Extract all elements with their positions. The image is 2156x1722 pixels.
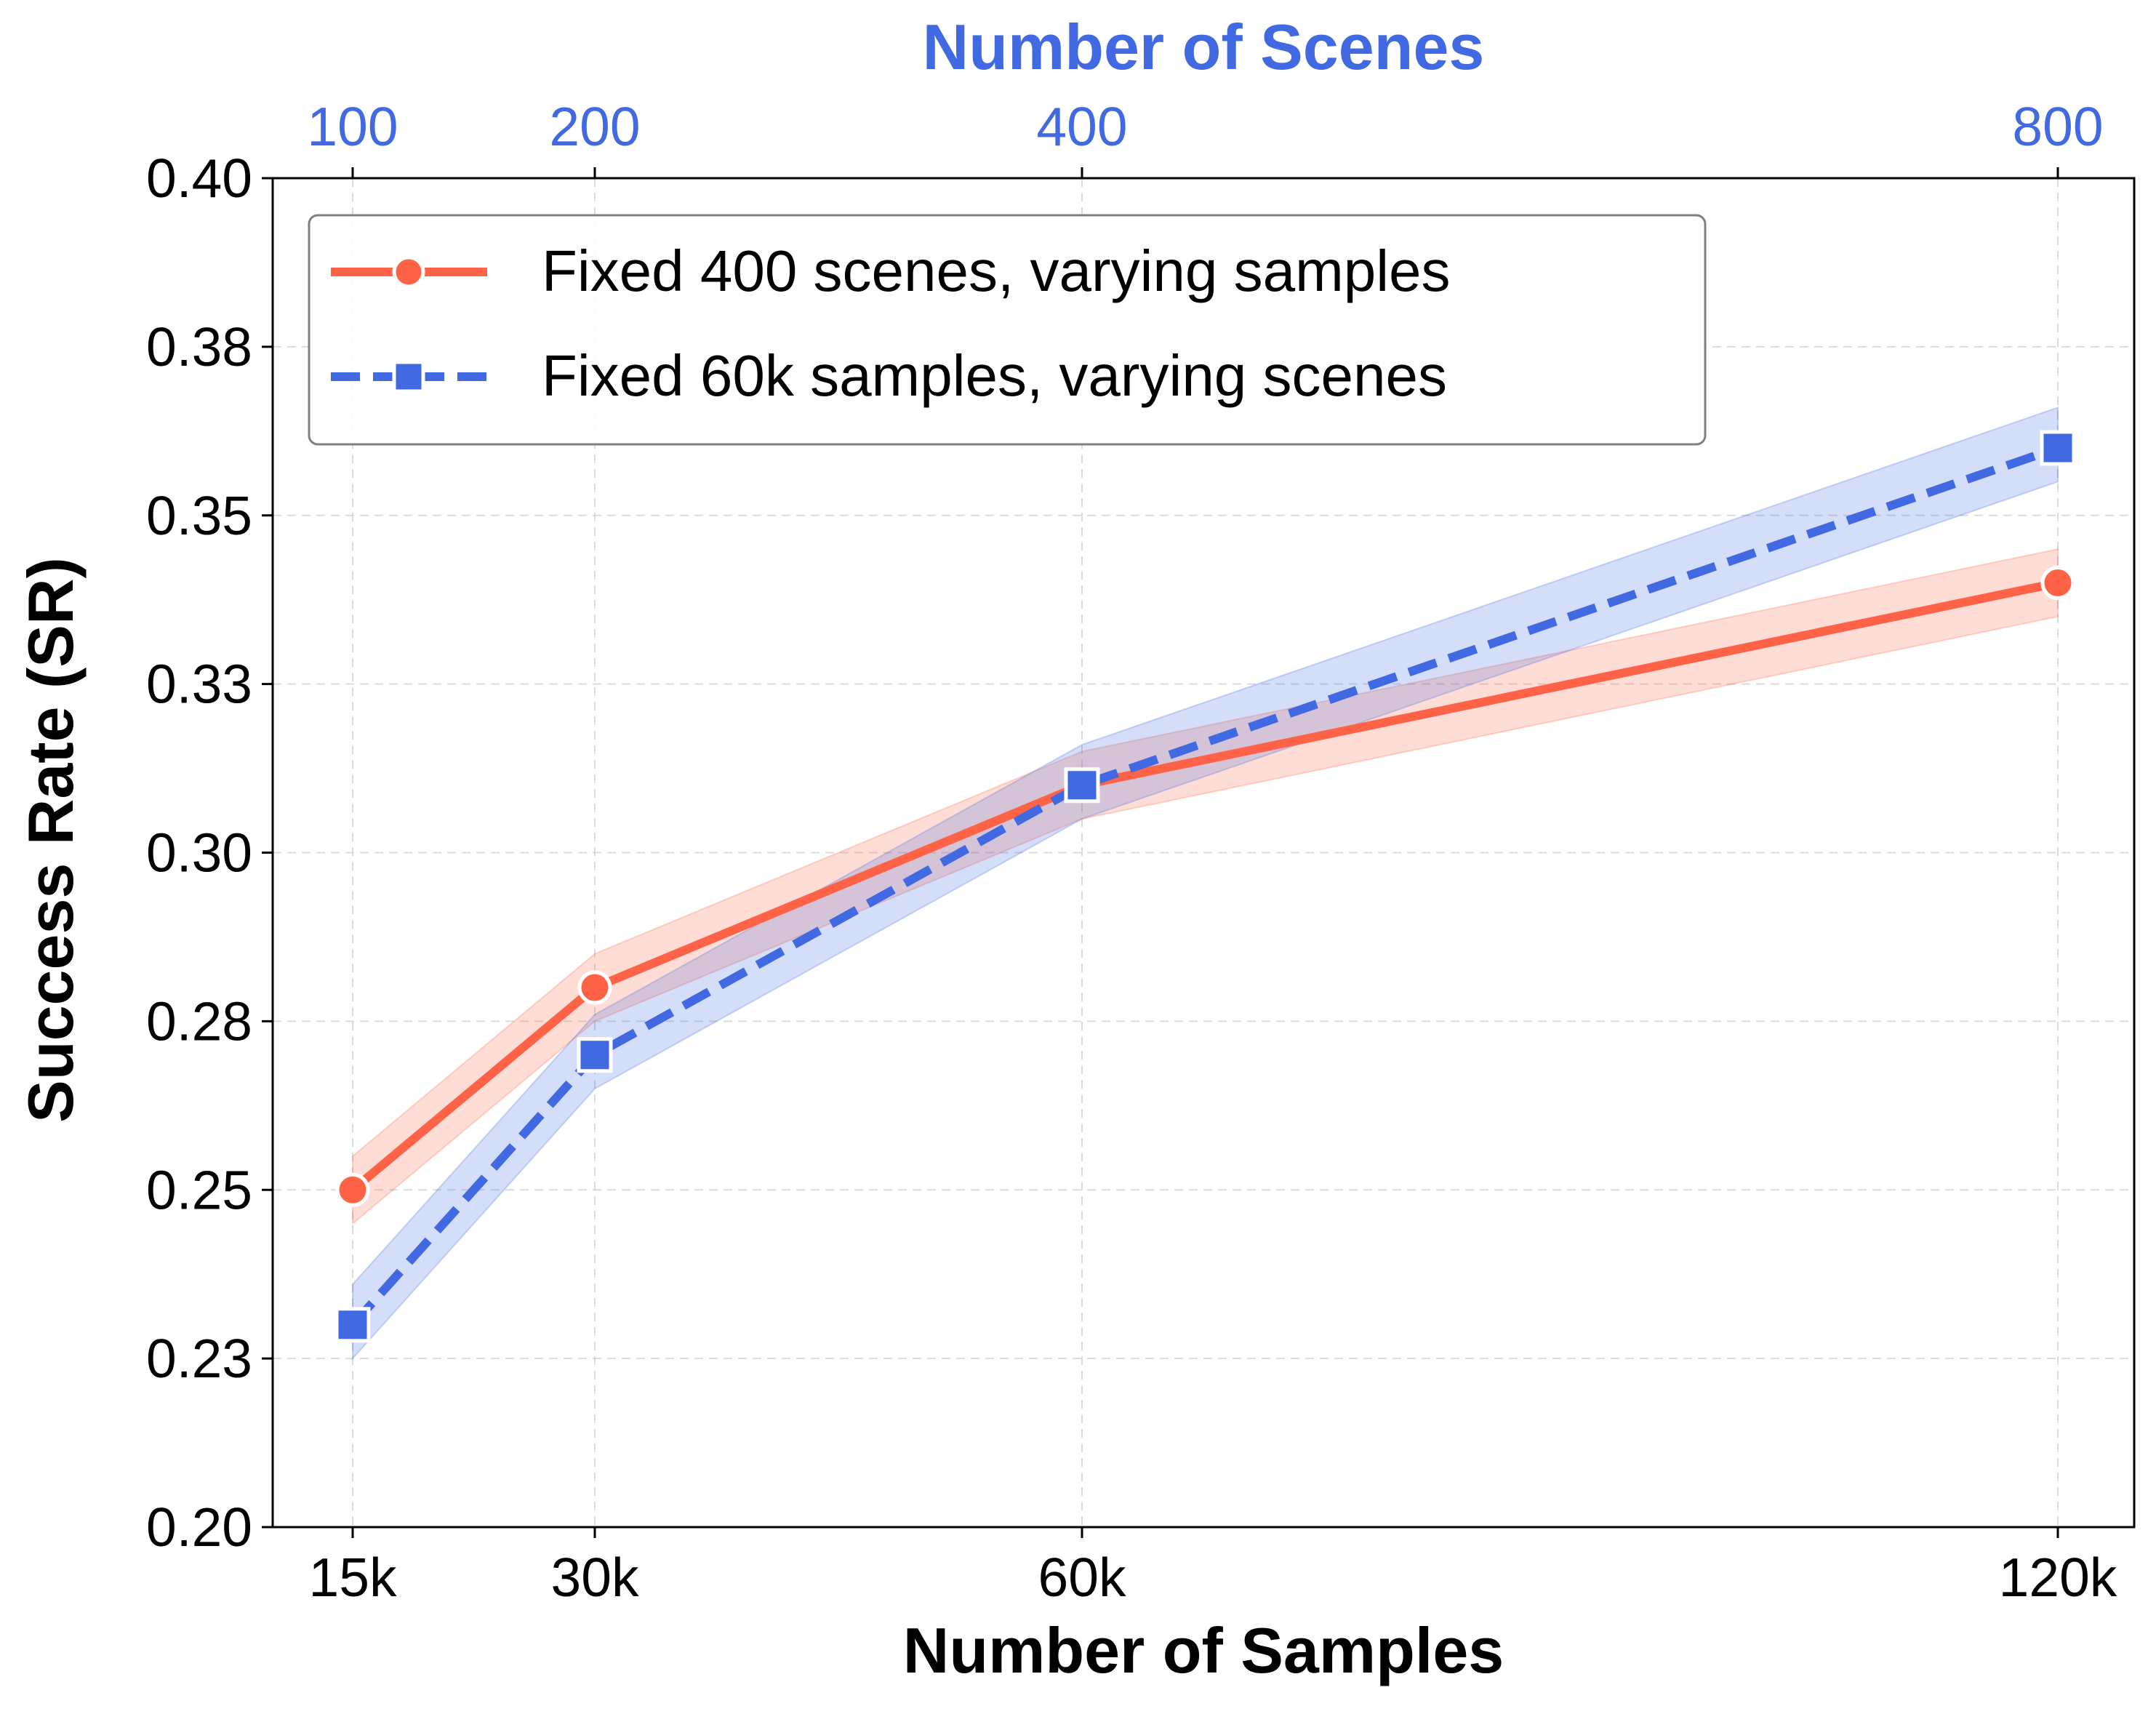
y-tick-label: 0.40 (146, 148, 252, 209)
top-axis-title: Number of Scenes (923, 11, 1485, 83)
data-point-circle (577, 970, 612, 1005)
legend-label-fixed-scenes: Fixed 400 scenes, varying samples (542, 239, 1451, 303)
y-tick-label: 0.33 (146, 654, 252, 715)
x-tick-label: 30k (551, 1547, 639, 1608)
top-tick-label: 200 (549, 96, 640, 157)
data-point-square (1064, 767, 1100, 804)
top-tick-label: 100 (307, 96, 398, 157)
legend-marker-square (392, 360, 425, 393)
legend-marker-circle (392, 255, 425, 289)
data-point-circle (335, 1172, 370, 1207)
y-axis-title: Success Rate (SR) (15, 557, 87, 1123)
top-tick-label: 400 (1036, 96, 1127, 157)
data-point-square (2040, 430, 2076, 466)
y-tick-label: 0.25 (146, 1159, 252, 1220)
top-tick-label: 800 (2012, 96, 2103, 157)
legend-label-fixed-samples: Fixed 60k samples, varying scenes (542, 343, 1447, 408)
axis-ticks: 0.20 0.23 0.25 0.28 0.30 0.33 0.35 0.38 0.40 15k 1… (146, 96, 2117, 1608)
x-tick-label: 60k (1038, 1547, 1126, 1608)
legend: Fixed 400 scenes, varying samples Fixed … (308, 214, 1707, 446)
y-tick-label: 0.20 (146, 1497, 252, 1558)
data-point-square (334, 1307, 371, 1343)
series-lines (349, 444, 2059, 1328)
legend-box (308, 214, 1707, 446)
series-line (350, 578, 2059, 1193)
x-tick-label: 120k (1999, 1547, 2117, 1608)
y-tick-label: 0.28 (146, 990, 252, 1052)
y-tick-label: 0.38 (146, 316, 252, 377)
series-markers (334, 430, 2076, 1343)
series-line (349, 444, 2059, 1328)
data-point-square (577, 1037, 613, 1073)
y-tick-label: 0.30 (146, 822, 252, 884)
data-point-circle (2040, 566, 2075, 600)
x-axis-title: Number of Samples (903, 1614, 1504, 1686)
y-tick-label: 0.23 (146, 1328, 252, 1389)
x-tick-label: 15k (309, 1547, 397, 1608)
y-tick-label: 0.35 (146, 485, 252, 546)
